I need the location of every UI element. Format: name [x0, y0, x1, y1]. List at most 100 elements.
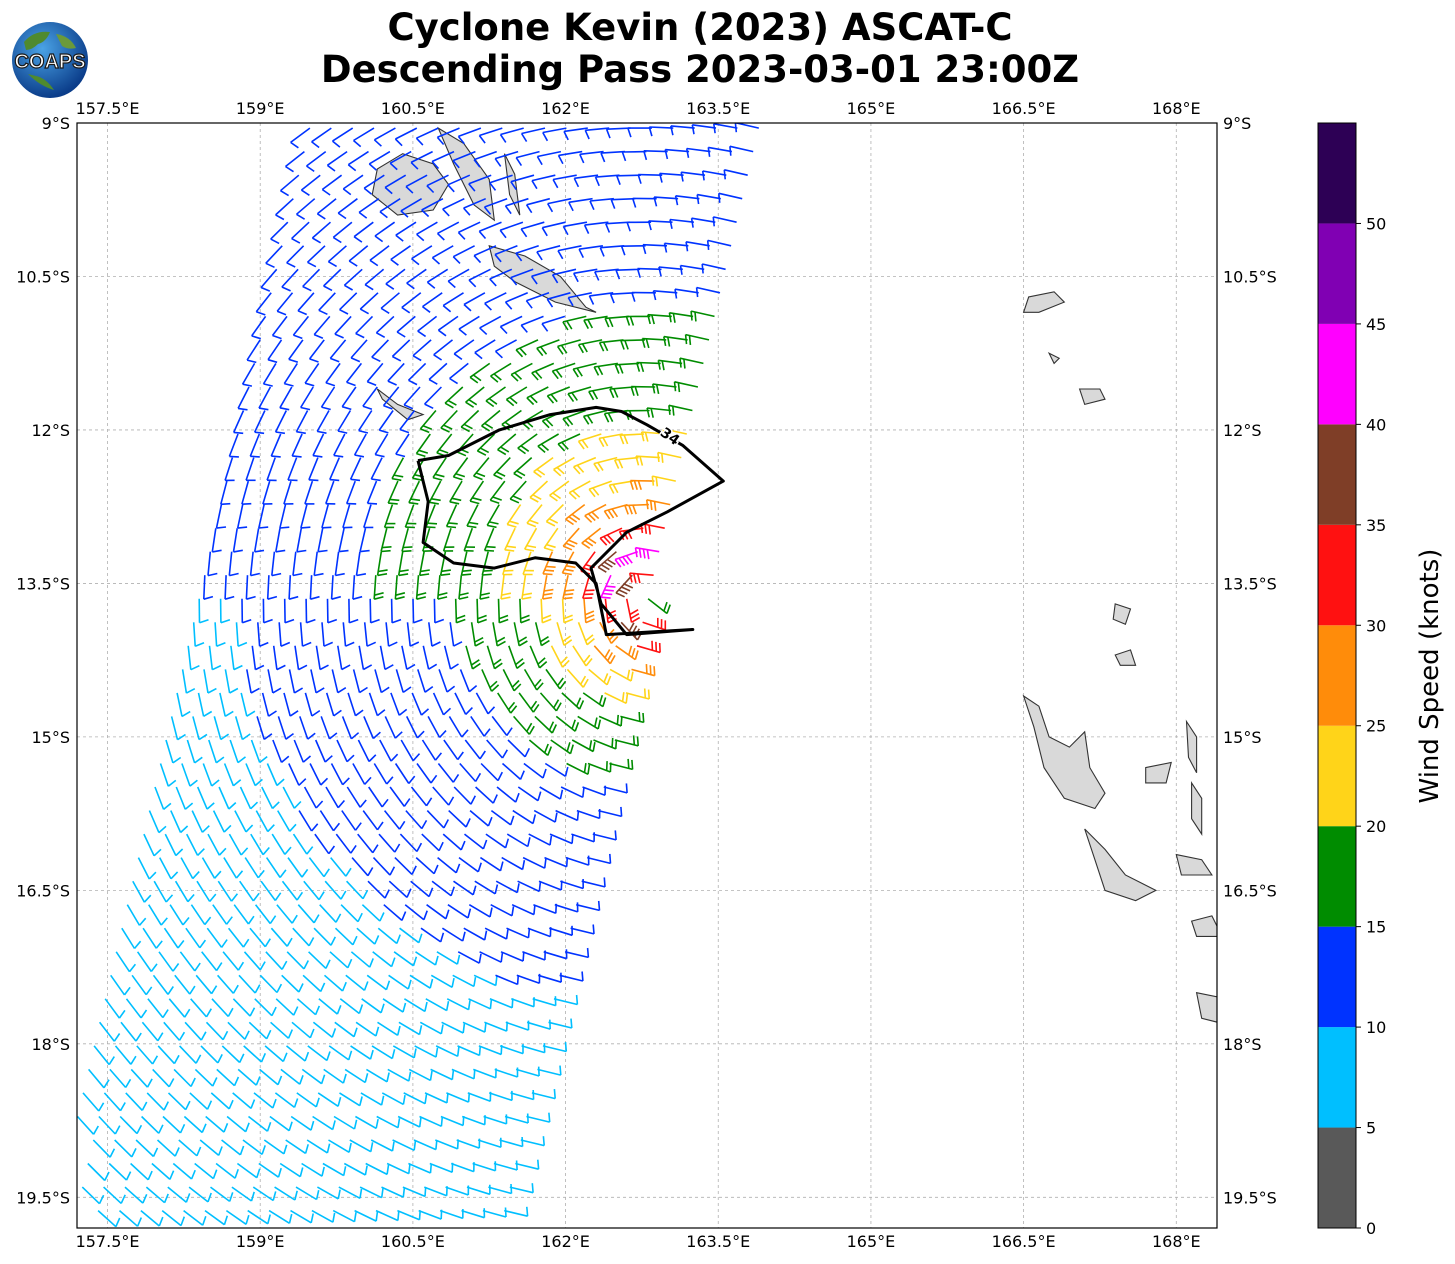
wind-barb — [298, 810, 319, 832]
wind-barb — [145, 1186, 169, 1204]
wind-barb — [249, 433, 261, 458]
wind-barb — [379, 198, 401, 219]
wind-barb — [479, 315, 502, 335]
wind-barb — [550, 645, 570, 668]
wind-barb — [577, 433, 602, 450]
wind-barb — [147, 998, 169, 1019]
wind-barb — [517, 433, 538, 455]
wind-barb — [368, 786, 389, 808]
wind-barb — [457, 221, 481, 240]
wind-barb — [382, 998, 407, 1013]
wind-barb — [457, 951, 482, 964]
wind-barb — [343, 268, 363, 291]
wind-barb — [496, 786, 520, 803]
lat-tick-label-right: 16.5°S — [1223, 881, 1277, 900]
wind-barb — [167, 1092, 191, 1111]
wind-barb — [167, 1186, 191, 1203]
wind-barb — [228, 433, 239, 458]
wind-barb — [163, 1021, 186, 1041]
wind-barb — [250, 833, 270, 856]
wind-barb — [383, 810, 406, 830]
wind-barb — [426, 268, 449, 289]
wind-barb — [270, 433, 282, 458]
wind-barb — [571, 739, 596, 753]
wind-barb — [417, 315, 438, 338]
wind-barb — [349, 1139, 374, 1153]
wind-barb — [399, 410, 416, 434]
wind-barb — [526, 1112, 551, 1123]
wind-barb — [370, 1139, 395, 1152]
wind-barb — [205, 1021, 229, 1041]
island-outline — [488, 245, 597, 313]
island-outline — [1047, 351, 1061, 365]
wind-barb — [334, 1021, 358, 1038]
wind-barb — [536, 245, 561, 261]
wind-barb — [604, 315, 630, 328]
wind-barb — [405, 716, 425, 739]
wind-barb — [653, 196, 679, 207]
wind-barb — [292, 833, 314, 855]
wind-barb — [518, 692, 540, 713]
wind-barb — [520, 221, 545, 238]
wind-barb — [584, 127, 610, 140]
wind-barb — [437, 315, 459, 337]
wind-barb — [454, 598, 466, 624]
wind-barb — [301, 1068, 326, 1085]
wind-barb — [669, 218, 694, 229]
wind-barb — [520, 315, 544, 333]
wind-barb — [255, 810, 275, 833]
wind-barb — [410, 150, 433, 170]
wind-barb — [614, 362, 640, 374]
wind-barb — [497, 598, 509, 624]
colorbar-tick-label: 35 — [1366, 516, 1386, 535]
wind-barb — [405, 810, 428, 830]
wind-barb — [275, 198, 294, 221]
wind-barb — [114, 1139, 137, 1158]
wind-barb — [582, 574, 595, 600]
wind-barb — [609, 386, 634, 399]
wind-barb — [489, 268, 513, 287]
wind-barb — [546, 292, 571, 308]
wind-barb — [483, 1114, 508, 1125]
wind-barb — [394, 763, 416, 784]
wind-barb — [82, 1092, 105, 1112]
wind-barb — [304, 362, 320, 387]
wind-barb — [470, 622, 485, 647]
wind-barb — [384, 174, 407, 195]
wind-barb — [242, 1139, 266, 1156]
wind-barb — [288, 669, 304, 694]
wind-barb — [425, 998, 450, 1012]
wind-barb — [348, 245, 369, 267]
lon-tick-label-top: 166.5°E — [992, 99, 1056, 118]
wind-barb — [499, 221, 524, 239]
wind-barb — [432, 786, 455, 806]
wind-barb — [647, 220, 673, 231]
wind-barb — [616, 174, 641, 185]
wind-barb — [506, 833, 531, 848]
wind-barb — [447, 268, 470, 289]
wind-barb — [305, 598, 316, 624]
wind-barb — [380, 528, 392, 553]
wind-barb — [285, 1139, 309, 1155]
wind-barb — [466, 504, 479, 529]
wind-barb — [509, 480, 527, 504]
wind-barb — [479, 856, 504, 872]
wind-barb — [152, 974, 174, 995]
wind-barb — [594, 174, 620, 187]
lat-tick-label-right: 12°S — [1223, 421, 1262, 440]
wind-barb — [394, 127, 418, 147]
wind-barb — [534, 715, 558, 734]
wind-barb — [523, 668, 544, 691]
wind-barb — [520, 1136, 545, 1147]
lon-tick-label-top: 157.5°E — [76, 99, 140, 118]
wind-barb — [438, 669, 456, 693]
wind-barb — [387, 362, 405, 386]
wind-barb — [379, 739, 399, 762]
wind-barb — [529, 480, 549, 503]
colorbar-tick-label: 50 — [1366, 214, 1386, 233]
island-outline — [376, 388, 425, 421]
wind-barb — [652, 290, 678, 301]
wind-barb — [130, 1162, 153, 1181]
wind-barb — [567, 386, 592, 403]
colorbar-bin — [1318, 826, 1356, 927]
